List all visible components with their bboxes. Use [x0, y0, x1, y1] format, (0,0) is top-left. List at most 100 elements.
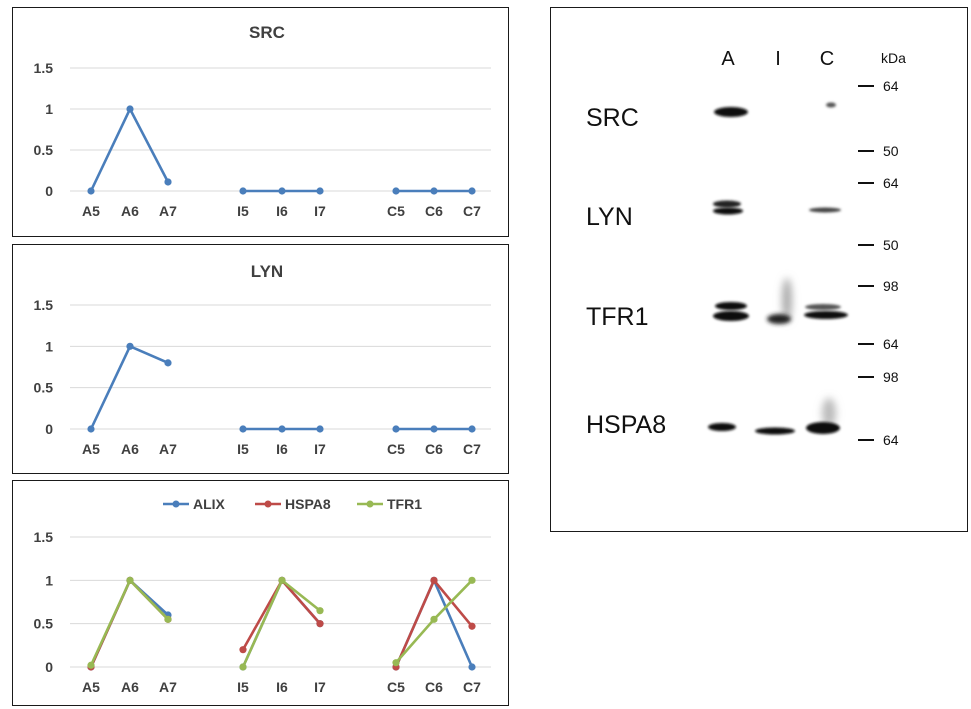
x-tick-label-a5: A5 — [82, 441, 100, 457]
blot-row-label-tfr1: TFR1 — [586, 303, 649, 331]
marker-tfr1-64: 64 — [858, 336, 899, 352]
marker-src-50: 50 — [858, 143, 899, 159]
legend-item-alix: ALIX — [163, 496, 226, 512]
y-tick-label: 0 — [45, 421, 53, 437]
marker-lyn-64: 64 — [858, 175, 899, 191]
data-point-hspa8-i5 — [239, 646, 247, 654]
x-tick-label-i5: I5 — [237, 203, 249, 219]
data-point-series-0-i6 — [278, 425, 286, 433]
data-point-tfr1-c7 — [468, 576, 476, 584]
band-hspa8-lane-c — [806, 398, 840, 434]
x-tick-label-c6: C6 — [425, 679, 443, 695]
data-point-tfr1-c6 — [430, 615, 438, 623]
data-point-series-0-c6 — [430, 425, 438, 433]
x-tick-label-i7: I7 — [314, 679, 326, 695]
data-point-series-0-c5 — [392, 425, 400, 433]
legend-item-hspa8: HSPA8 — [255, 496, 331, 512]
lane-label-a: A — [721, 48, 735, 70]
data-point-series-0-i5 — [239, 425, 247, 433]
y-tick-label: 1 — [45, 338, 53, 354]
x-tick-label-a6: A6 — [121, 203, 139, 219]
data-point-tfr1-a7 — [164, 615, 172, 623]
y-tick-label: 0.5 — [34, 380, 54, 396]
svg-text:98: 98 — [883, 369, 899, 385]
svg-text:50: 50 — [883, 237, 899, 253]
x-tick-label-a5: A5 — [82, 203, 100, 219]
band-hspa8-lane-i — [755, 427, 795, 435]
x-tick-label-c5: C5 — [387, 441, 405, 457]
data-point-hspa8-i7 — [316, 620, 324, 628]
x-tick-label-a6: A6 — [121, 441, 139, 457]
x-tick-label-i5: I5 — [237, 679, 249, 695]
data-point-tfr1-c5 — [392, 659, 400, 667]
marker-src-64: 64 — [858, 78, 899, 94]
band-tfr1-lane-c — [804, 304, 848, 319]
x-tick-label-a6: A6 — [121, 679, 139, 695]
data-point-series-0-a7 — [164, 359, 172, 367]
markers-line-chart: 0 0.5 1 1.5 A5 A6 A7 I5 I6 I7 C5 C6 C7 ALIX HSPA8 TFR1 — [12, 480, 509, 706]
svg-text:64: 64 — [883, 432, 899, 448]
band-src-lane-c — [826, 102, 836, 108]
legend-item-tfr1: TFR1 — [357, 496, 422, 512]
marker-lyn-50: 50 — [858, 237, 899, 253]
data-point-hspa8-c7 — [468, 622, 476, 630]
data-point-series-0-a6 — [126, 342, 134, 350]
band-lyn-lane-c — [809, 207, 841, 213]
x-tick-label-a7: A7 — [159, 203, 177, 219]
x-tick-label-c7: C7 — [463, 441, 481, 457]
x-tick-label-a7: A7 — [159, 679, 177, 695]
blot-row-label-src: SRC — [586, 104, 639, 132]
western-blot-svg: A I C kDa SRC LYN TFR1 HSPA8 64 50 64 50… — [586, 48, 906, 448]
svg-text:ALIX: ALIX — [193, 496, 226, 512]
data-point-series-0-a6 — [126, 105, 134, 113]
data-point-tfr1-i5 — [239, 663, 247, 671]
data-point-tfr1-a5 — [87, 661, 95, 669]
svg-text:64: 64 — [883, 336, 899, 352]
chart-title: LYN — [251, 262, 283, 281]
blot-row-label-hspa8: HSPA8 — [586, 411, 666, 439]
lyn-line-chart: 0 0.5 1 1.5 LYN A5 A6 A7 I5 I6 I7 C5 C6 C7 — [12, 244, 509, 474]
x-tick-label-c6: C6 — [425, 203, 443, 219]
data-point-hspa8-c6 — [430, 576, 438, 584]
x-tick-label-c6: C6 — [425, 441, 443, 457]
y-tick-label: 1.5 — [34, 297, 54, 313]
lane-label-c: C — [820, 48, 834, 70]
band-tfr1-lane-a — [713, 302, 749, 321]
data-point-series-0-a7 — [164, 178, 172, 186]
lyn-chart-svg: 0 0.5 1 1.5 LYN A5 A6 A7 I5 I6 I7 C5 C6 C7 — [34, 262, 491, 457]
data-point-series-0-i7 — [316, 187, 324, 195]
x-tick-label-c5: C5 — [387, 679, 405, 695]
x-tick-label-c5: C5 — [387, 203, 405, 219]
src-line-chart: 0 0.5 1 1.5 SRC A5 A6 A7 I5 I6 I7 C5 C6 C7 — [12, 7, 509, 237]
y-tick-label: 1.5 — [34, 60, 54, 76]
svg-text:64: 64 — [883, 175, 899, 191]
data-point-series-0-c5 — [392, 187, 400, 195]
data-point-series-0-c7 — [468, 187, 476, 195]
x-tick-label-a5: A5 — [82, 679, 100, 695]
x-tick-label-i7: I7 — [314, 203, 326, 219]
band-lyn-lane-a — [713, 200, 743, 215]
western-blot-panel: A I C kDa SRC LYN TFR1 HSPA8 64 50 64 50… — [550, 7, 968, 532]
svg-text:50: 50 — [883, 143, 899, 159]
y-tick-label: 1 — [45, 101, 53, 117]
data-point-series-0-i7 — [316, 425, 324, 433]
lane-label-i: I — [775, 48, 781, 70]
y-tick-label: 1.5 — [34, 529, 54, 545]
band-hspa8-lane-a — [708, 423, 736, 431]
band-src-lane-a — [714, 107, 748, 117]
svg-text:HSPA8: HSPA8 — [285, 496, 331, 512]
data-point-alix-c7 — [468, 663, 476, 671]
y-tick-label: 0 — [45, 659, 53, 675]
blot-row-label-lyn: LYN — [586, 203, 633, 231]
svg-text:TFR1: TFR1 — [387, 496, 422, 512]
x-tick-label-i6: I6 — [276, 203, 288, 219]
y-tick-label: 0 — [45, 183, 53, 199]
x-tick-label-i7: I7 — [314, 441, 326, 457]
svg-text:64: 64 — [883, 78, 899, 94]
data-point-tfr1-i6 — [278, 576, 286, 584]
data-point-series-0-c7 — [468, 425, 476, 433]
data-point-series-0-a5 — [87, 187, 95, 195]
data-point-series-0-a5 — [87, 425, 95, 433]
marker-tfr1-98: 98 — [858, 278, 899, 294]
marker-hspa8-98: 98 — [858, 369, 899, 385]
